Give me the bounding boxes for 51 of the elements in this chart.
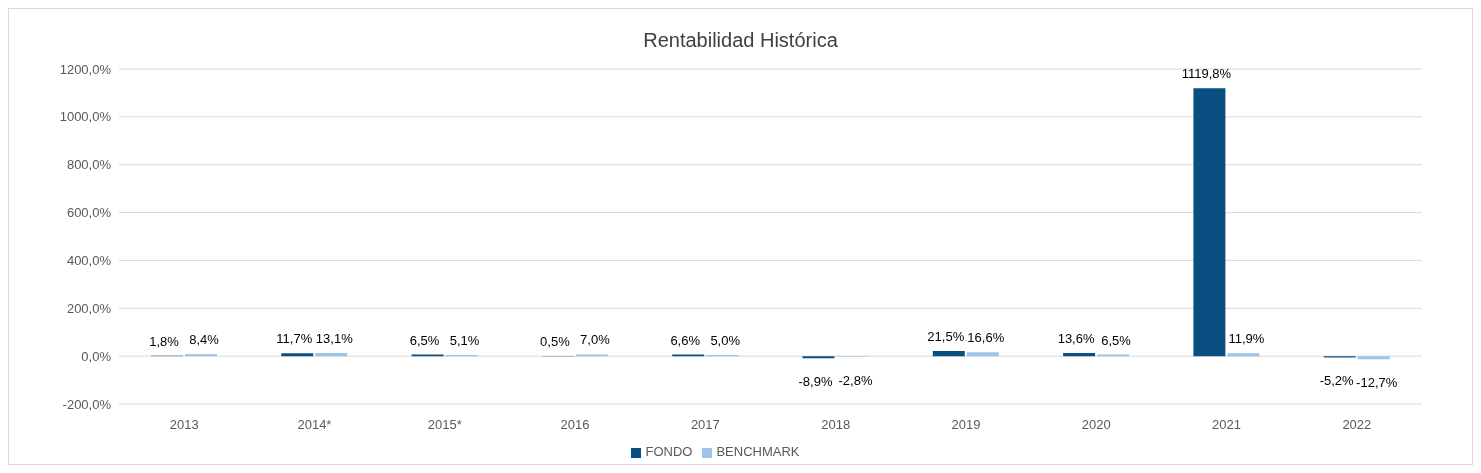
data-label: 6,6% <box>670 332 701 348</box>
data-label: 6,5% <box>1101 332 1132 348</box>
x-tick-label: 2020 <box>1081 417 1111 433</box>
legend-label: BENCHMARK <box>716 444 800 459</box>
data-label: 13,1% <box>315 331 354 347</box>
data-label: 16,6% <box>967 330 1005 346</box>
x-tick-label: 2015* <box>427 417 462 433</box>
data-label: 7,0% <box>580 332 611 348</box>
bar <box>1357 356 1390 360</box>
bar <box>1227 353 1260 357</box>
y-tick-label: 0,0% <box>81 348 112 364</box>
data-label: -2,8% <box>838 372 873 388</box>
legend-label: FONDO <box>645 444 693 459</box>
data-label: 21,5% <box>927 329 965 344</box>
bar <box>281 353 314 357</box>
y-tick-label: 200,0% <box>66 300 112 316</box>
x-tick-label: 2022 <box>1342 417 1372 433</box>
data-label: 11,9% <box>1228 331 1265 347</box>
data-label: 8,4% <box>189 332 220 348</box>
data-label: 1,8% <box>149 333 180 349</box>
x-tick-label: 2021 <box>1212 417 1242 433</box>
x-tick-label: 2017 <box>690 417 720 433</box>
x-tick-label: 2019 <box>951 417 981 433</box>
data-label: 13,6% <box>1057 330 1095 346</box>
y-tick-label: 600,0% <box>66 205 112 221</box>
x-tick-label: 2013 <box>169 417 199 433</box>
bar <box>932 351 965 357</box>
bar <box>1193 88 1226 357</box>
y-tick-label: -200,0% <box>62 396 112 412</box>
x-tick-label: 2016 <box>560 417 590 433</box>
data-label: 0,5% <box>540 334 571 350</box>
y-tick-label: 1000,0% <box>59 109 112 125</box>
y-tick-label: 1200,0% <box>59 61 112 77</box>
x-tick-label: 2014* <box>297 417 332 433</box>
bar <box>185 354 217 357</box>
y-tick-label: 800,0% <box>66 157 112 173</box>
chart-title: Rentabilidad Histórica <box>642 28 839 53</box>
bar <box>966 352 999 357</box>
data-label: 6,5% <box>409 332 440 348</box>
y-tick-label: 400,0% <box>66 253 112 269</box>
data-label: 5,0% <box>710 332 741 348</box>
data-label: -8,9% <box>798 374 833 390</box>
data-label: -12,7% <box>1356 375 1398 391</box>
data-label: 5,1% <box>449 332 480 348</box>
x-tick-label: 2018 <box>821 417 851 433</box>
data-label: -5,2% <box>1319 373 1355 389</box>
data-label: 1119,8% <box>1181 66 1232 82</box>
bar <box>802 356 835 359</box>
bar <box>315 353 348 357</box>
data-label: 11,7% <box>276 331 313 347</box>
bar <box>1063 352 1096 357</box>
